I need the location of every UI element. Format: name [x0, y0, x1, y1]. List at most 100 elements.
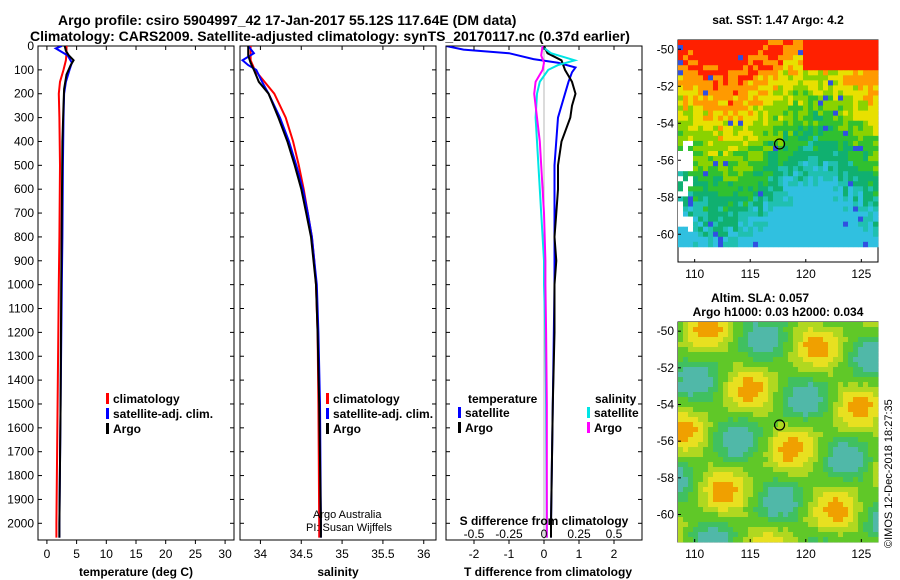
map-cell	[703, 352, 709, 358]
map-cell	[793, 50, 799, 56]
map-cell	[763, 517, 769, 523]
map-cell	[788, 477, 794, 483]
map-cell	[708, 382, 714, 388]
map-cell	[713, 432, 719, 438]
map-cell	[703, 55, 709, 61]
map-cell	[678, 432, 684, 438]
map-cell	[798, 241, 804, 248]
map-cell	[683, 352, 689, 358]
map-cell	[738, 80, 744, 86]
map-cell	[763, 527, 769, 533]
map-cell	[723, 221, 729, 228]
map-cell	[738, 322, 744, 328]
map-cell	[823, 115, 829, 122]
map-cell	[863, 507, 869, 513]
map-cell	[808, 357, 814, 363]
map-cell	[678, 482, 684, 488]
map-cell	[758, 402, 764, 408]
map-cell	[708, 322, 714, 328]
map-cell	[678, 70, 684, 76]
map-cell	[753, 367, 759, 373]
map-cell	[788, 221, 794, 228]
map-cell	[728, 166, 734, 172]
map-cell	[698, 151, 704, 157]
map-cell	[783, 397, 789, 403]
map-cell	[738, 352, 744, 358]
map-cell	[768, 467, 774, 473]
map-cell	[758, 442, 764, 448]
map-cell	[713, 467, 719, 473]
map-cell	[813, 507, 819, 513]
map-cell	[823, 145, 829, 152]
map-cell	[798, 166, 804, 172]
map-cell	[738, 55, 744, 61]
depth-tick-label: 1600	[7, 421, 34, 435]
map-cell	[848, 357, 854, 363]
map-cell	[868, 161, 874, 167]
map-cell	[748, 40, 754, 46]
map-cell	[863, 452, 869, 458]
map-cell	[868, 502, 874, 508]
map-cell	[693, 352, 699, 358]
map-cell	[843, 327, 849, 333]
map-cell	[768, 140, 774, 147]
map-cell	[783, 517, 789, 523]
map-cell	[763, 40, 769, 46]
map-cell	[838, 156, 844, 162]
map-cell	[808, 236, 814, 243]
map-cell	[703, 231, 709, 238]
map-cell	[778, 512, 784, 518]
map-cell	[793, 75, 799, 81]
map-cell	[718, 231, 724, 238]
map-cell	[843, 105, 849, 112]
legend-salinity-title: salinity	[595, 392, 637, 406]
map-cell	[718, 206, 724, 212]
map-cell	[748, 467, 754, 473]
diff-sal-legend-label: satellite	[594, 406, 639, 420]
map-cell	[703, 186, 709, 192]
map-cell	[773, 110, 779, 117]
map-cell	[778, 80, 784, 86]
map-cell	[723, 130, 729, 137]
map-cell	[783, 422, 789, 428]
map-cell	[728, 452, 734, 458]
map-cell	[858, 135, 864, 142]
map-cell	[708, 140, 714, 147]
diff-temp-legend-swatch	[458, 407, 461, 418]
map-cell	[778, 105, 784, 112]
map-cell	[768, 517, 774, 523]
map-cell	[833, 176, 839, 182]
map-cell	[728, 100, 734, 106]
map-cell	[688, 110, 694, 117]
map-cell	[848, 40, 854, 46]
map-cell	[723, 432, 729, 438]
map-cell	[713, 417, 719, 423]
map-cell	[833, 537, 839, 543]
map-cell	[863, 482, 869, 488]
map-cell	[813, 497, 819, 503]
map-cell	[813, 327, 819, 333]
map-cell	[823, 407, 829, 413]
map-cell	[868, 80, 874, 86]
map-cell	[848, 502, 854, 508]
map-cell	[758, 462, 764, 468]
map-cell	[863, 100, 869, 106]
map-cell	[683, 40, 689, 46]
depth-tick-label: 700	[14, 206, 34, 220]
map-cell	[718, 161, 724, 167]
map-cell	[823, 125, 829, 132]
map-cell	[748, 327, 754, 333]
map-cell	[843, 100, 849, 106]
map-cell	[743, 497, 749, 503]
map-cell	[823, 367, 829, 373]
map-cell	[718, 377, 724, 383]
map-cell	[843, 372, 849, 378]
map-cell	[813, 477, 819, 483]
map-cell	[823, 382, 829, 388]
map-cell	[828, 50, 834, 56]
map-cell	[738, 372, 744, 378]
map-cell	[798, 367, 804, 373]
map-cell	[698, 432, 704, 438]
map-cell	[758, 100, 764, 106]
map-cell	[783, 85, 789, 91]
